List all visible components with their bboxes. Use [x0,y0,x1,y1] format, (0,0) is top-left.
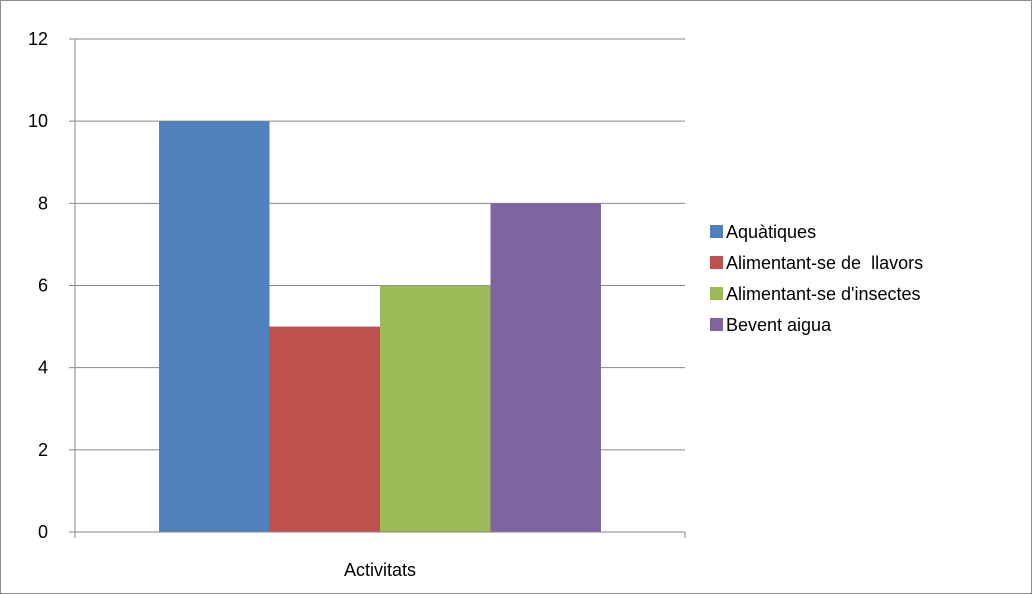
y-tick-label: 4 [38,358,48,378]
y-tick-labels: 0 2 4 6 8 10 12 [28,29,48,542]
legend: Aquàtiques Alimentant-se de llavors Alimen… [710,222,923,335]
legend-swatch [710,225,723,238]
bar-4 [490,203,601,533]
x-category-labels: Activitats [344,560,416,580]
legend-label: Aquàtiques [726,222,816,242]
legend-swatch [710,287,723,300]
bar-3 [380,285,491,532]
bar-1 [159,121,270,533]
legend-label: Alimentant-se de llavors [726,253,923,273]
x-category-label: Activitats [344,560,416,580]
bars [159,121,601,533]
y-tick-label: 8 [38,193,48,213]
legend-swatch [710,318,723,331]
y-tick-label: 2 [38,440,48,460]
legend-swatch [710,256,723,269]
bar-2 [269,326,380,532]
legend-label: Alimentant-se d'insectes [726,284,921,304]
legend-label: Bevent aigua [726,315,832,335]
y-tick-label: 6 [38,276,48,296]
axes [69,38,686,538]
y-tick-label: 12 [28,29,48,49]
y-tick-label: 10 [28,111,48,131]
y-tick-label: 0 [38,522,48,542]
